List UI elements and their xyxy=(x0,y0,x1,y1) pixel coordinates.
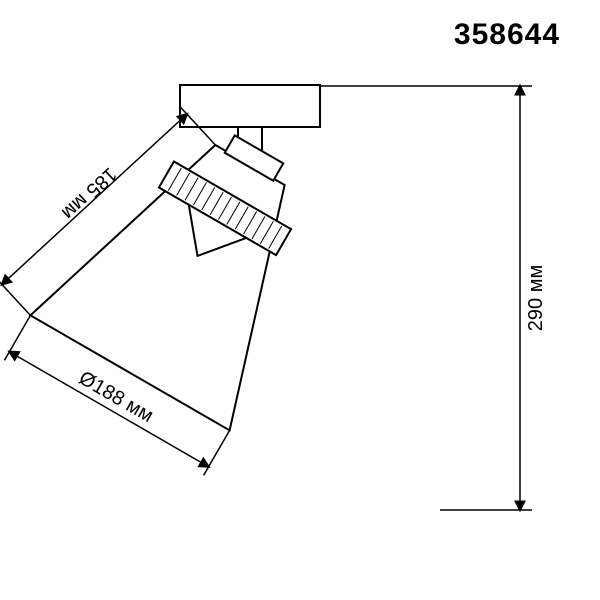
ceiling-base xyxy=(180,85,320,127)
dim-label-height: 290 мм xyxy=(525,265,547,331)
dim-label-side: 185 мм xyxy=(57,163,121,224)
technical-drawing: Ø188 мм185 мм 290 мм xyxy=(0,0,600,600)
lamp-head: Ø188 мм185 мм xyxy=(0,67,359,475)
product-code: 358644 xyxy=(454,18,560,52)
diagram-stage: 358644 Ø188 мм185 мм 290 мм xyxy=(0,0,600,600)
